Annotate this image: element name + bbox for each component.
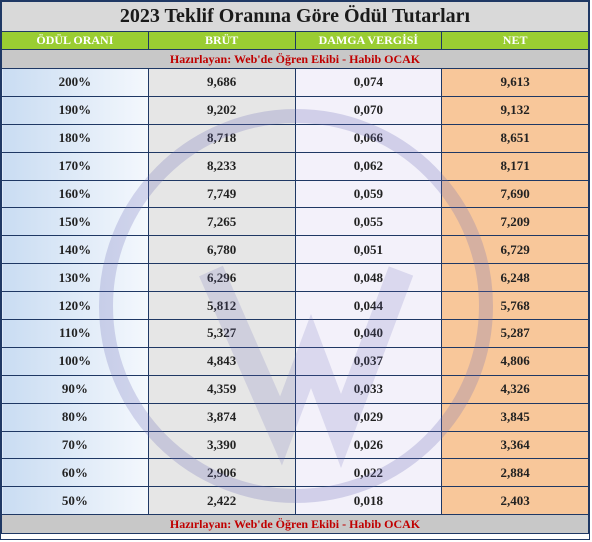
cell: 140%: [1, 235, 149, 265]
cell: 3,874: [147, 402, 296, 432]
credit-top: Hazırlayan: Web'de Öğren Ekibi - Habib O…: [1, 49, 589, 69]
header-row: ÖDÜL ORANI BRÜT DAMGA VERGİSİ NET: [1, 31, 589, 50]
cell: 3,845: [441, 402, 589, 432]
cell: 4,843: [147, 346, 296, 376]
cell: 9,613: [441, 68, 589, 97]
credit-row: Hazırlayan: Web'de Öğren Ekibi - Habib O…: [1, 514, 589, 535]
cell: 8,718: [147, 123, 296, 153]
cell: 100%: [1, 346, 149, 376]
reward-table: 2023 Teklif Oranına Göre Ödül Tutarları …: [1, 1, 589, 535]
cell: 0,059: [294, 179, 443, 209]
data-row: 70% 3,390 0,026 3,364: [1, 430, 589, 460]
cell: 8,171: [441, 151, 589, 181]
cell: 120%: [1, 291, 149, 321]
cell: 2,422: [147, 486, 296, 516]
cell: 0,066: [294, 123, 443, 153]
data-row: 140% 6,780 0,051 6,729: [1, 235, 589, 265]
data-row: 180% 8,718 0,066 8,651: [1, 123, 589, 153]
table-title: 2023 Teklif Oranına Göre Ödül Tutarları: [1, 1, 589, 32]
cell: 7,690: [441, 179, 589, 209]
data-row: 130% 6,296 0,048 6,248: [1, 263, 589, 293]
cell: 7,265: [147, 207, 296, 237]
column-header: DAMGA VERGİSİ: [294, 31, 443, 50]
cell: 9,132: [441, 95, 589, 125]
cell: 180%: [1, 123, 149, 153]
cell: 5,768: [441, 291, 589, 321]
cell: 2,906: [147, 458, 296, 488]
cell: 3,364: [441, 430, 589, 460]
column-header: ÖDÜL ORANI: [1, 31, 149, 50]
data-row: 200% 9,686 0,074 9,613: [1, 68, 589, 97]
data-row: 170% 8,233 0,062 8,171: [1, 151, 589, 181]
cell: 150%: [1, 207, 149, 237]
cell: 0,026: [294, 430, 443, 460]
credit-bottom: Hazırlayan: Web'de Öğren Ekibi - Habib O…: [1, 514, 589, 535]
cell: 0,051: [294, 235, 443, 265]
data-row: 60% 2,906 0,022 2,884: [1, 458, 589, 488]
cell: 0,029: [294, 402, 443, 432]
column-header: BRÜT: [147, 31, 296, 50]
cell: 200%: [1, 68, 149, 97]
cell: 4,326: [441, 374, 589, 404]
cell: 110%: [1, 319, 149, 348]
cell: 3,390: [147, 430, 296, 460]
data-row: 190% 9,202 0,070 9,132: [1, 95, 589, 125]
cell: 6,296: [147, 263, 296, 293]
cell: 0,070: [294, 95, 443, 125]
cell: 0,074: [294, 68, 443, 97]
cell: 0,040: [294, 319, 443, 348]
data-row: 150% 7,265 0,055 7,209: [1, 207, 589, 237]
cell: 2,403: [441, 486, 589, 516]
cell: 2,884: [441, 458, 589, 488]
cell: 0,018: [294, 486, 443, 516]
cell: 70%: [1, 430, 149, 460]
cell: 160%: [1, 179, 149, 209]
data-row: 50% 2,422 0,018 2,403: [1, 486, 589, 516]
cell: 0,037: [294, 346, 443, 376]
cell: 5,327: [147, 319, 296, 348]
cell: 190%: [1, 95, 149, 125]
cell: 8,651: [441, 123, 589, 153]
cell: 5,287: [441, 319, 589, 348]
cell: 7,749: [147, 179, 296, 209]
cell: 6,729: [441, 235, 589, 265]
cell: 4,359: [147, 374, 296, 404]
cell: 0,033: [294, 374, 443, 404]
data-row: 100% 4,843 0,037 4,806: [1, 346, 589, 376]
cell: 0,062: [294, 151, 443, 181]
cell: 130%: [1, 263, 149, 293]
data-row: 80% 3,874 0,029 3,845: [1, 402, 589, 432]
cell: 90%: [1, 374, 149, 404]
data-row: 90% 4,359 0,033 4,326: [1, 374, 589, 404]
cell: 60%: [1, 458, 149, 488]
cell: 0,048: [294, 263, 443, 293]
cell: 170%: [1, 151, 149, 181]
cell: 9,686: [147, 68, 296, 97]
cell: 5,812: [147, 291, 296, 321]
cell: 7,209: [441, 207, 589, 237]
cell: 50%: [1, 486, 149, 516]
cell: 0,022: [294, 458, 443, 488]
data-row: 120% 5,812 0,044 5,768: [1, 291, 589, 321]
cell: 0,044: [294, 291, 443, 321]
column-header: NET: [441, 31, 589, 50]
cell: 0,055: [294, 207, 443, 237]
cell: 8,233: [147, 151, 296, 181]
cell: 6,248: [441, 263, 589, 293]
data-row: 110% 5,327 0,040 5,287: [1, 319, 589, 348]
cell: 80%: [1, 402, 149, 432]
data-row: 160% 7,749 0,059 7,690: [1, 179, 589, 209]
cell: 6,780: [147, 235, 296, 265]
cell: 4,806: [441, 346, 589, 376]
cell: 9,202: [147, 95, 296, 125]
